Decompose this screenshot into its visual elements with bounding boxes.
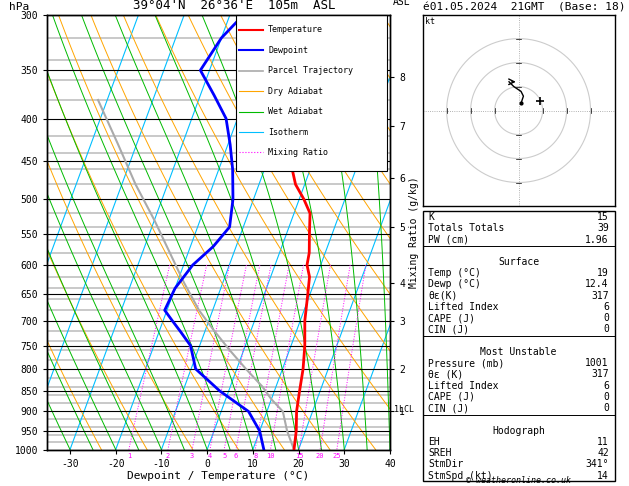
Text: Parcel Trajectory: Parcel Trajectory: [269, 66, 353, 75]
Text: 8: 8: [253, 453, 257, 459]
Text: Hodograph: Hodograph: [492, 426, 545, 435]
Text: 6: 6: [603, 302, 609, 312]
Text: K: K: [428, 212, 434, 222]
Text: 15: 15: [295, 453, 303, 459]
Text: 317: 317: [591, 291, 609, 301]
Text: 317: 317: [591, 369, 609, 380]
Text: 5: 5: [222, 453, 226, 459]
Text: é01.05.2024  21GMT  (Base: 18): é01.05.2024 21GMT (Base: 18): [423, 2, 625, 12]
Text: CAPE (J): CAPE (J): [428, 313, 476, 323]
Text: hPa: hPa: [9, 2, 30, 12]
Text: Mixing Ratio: Mixing Ratio: [269, 148, 328, 157]
Text: 14: 14: [597, 470, 609, 481]
Text: Lifted Index: Lifted Index: [428, 381, 499, 391]
Text: 12.4: 12.4: [585, 279, 609, 290]
Text: 0: 0: [603, 313, 609, 323]
Text: 0: 0: [603, 392, 609, 402]
Text: 6: 6: [234, 453, 238, 459]
Text: 2: 2: [166, 453, 170, 459]
Text: Temp (°C): Temp (°C): [428, 268, 481, 278]
Text: 39°04'N  26°36'E  105m  ASL: 39°04'N 26°36'E 105m ASL: [133, 0, 335, 12]
Text: 19: 19: [597, 268, 609, 278]
Text: StmSpd (kt): StmSpd (kt): [428, 470, 493, 481]
Text: SREH: SREH: [428, 448, 452, 458]
Text: Dewpoint: Dewpoint: [269, 46, 308, 55]
Text: CIN (J): CIN (J): [428, 325, 470, 334]
Text: 6: 6: [603, 381, 609, 391]
Text: Most Unstable: Most Unstable: [481, 347, 557, 357]
Text: kt: kt: [425, 17, 435, 26]
FancyBboxPatch shape: [236, 15, 387, 171]
Text: 10: 10: [266, 453, 275, 459]
Text: 1: 1: [126, 453, 131, 459]
Text: 25: 25: [333, 453, 341, 459]
Text: Totals Totals: Totals Totals: [428, 223, 505, 233]
Text: Wet Adiabat: Wet Adiabat: [269, 107, 323, 116]
Text: 341°: 341°: [585, 459, 609, 469]
Text: 15: 15: [597, 212, 609, 222]
Text: 1LCL: 1LCL: [394, 405, 414, 414]
Text: PW (cm): PW (cm): [428, 235, 470, 244]
Text: θε (K): θε (K): [428, 369, 464, 380]
Text: 4: 4: [208, 453, 212, 459]
Text: CAPE (J): CAPE (J): [428, 392, 476, 402]
Text: Lifted Index: Lifted Index: [428, 302, 499, 312]
Text: Dewp (°C): Dewp (°C): [428, 279, 481, 290]
Text: 11: 11: [597, 437, 609, 447]
Text: θε(K): θε(K): [428, 291, 458, 301]
Text: km
ASL: km ASL: [393, 0, 411, 7]
Text: Temperature: Temperature: [269, 25, 323, 35]
X-axis label: Dewpoint / Temperature (°C): Dewpoint / Temperature (°C): [128, 471, 309, 481]
Y-axis label: Mixing Ratio (g/kg): Mixing Ratio (g/kg): [409, 176, 419, 288]
Text: 0: 0: [603, 403, 609, 413]
Text: 20: 20: [316, 453, 325, 459]
Text: CIN (J): CIN (J): [428, 403, 470, 413]
Text: 39: 39: [597, 223, 609, 233]
Text: EH: EH: [428, 437, 440, 447]
Text: 1001: 1001: [585, 358, 609, 368]
Text: 3: 3: [190, 453, 194, 459]
Text: 0: 0: [603, 325, 609, 334]
Text: StmDir: StmDir: [428, 459, 464, 469]
Text: Pressure (mb): Pressure (mb): [428, 358, 505, 368]
Text: 42: 42: [597, 448, 609, 458]
Text: Isotherm: Isotherm: [269, 127, 308, 137]
Text: © weatheronline.co.uk: © weatheronline.co.uk: [466, 476, 571, 485]
Text: Dry Adiabat: Dry Adiabat: [269, 87, 323, 96]
Text: 1.96: 1.96: [585, 235, 609, 244]
Text: Surface: Surface: [498, 257, 539, 267]
